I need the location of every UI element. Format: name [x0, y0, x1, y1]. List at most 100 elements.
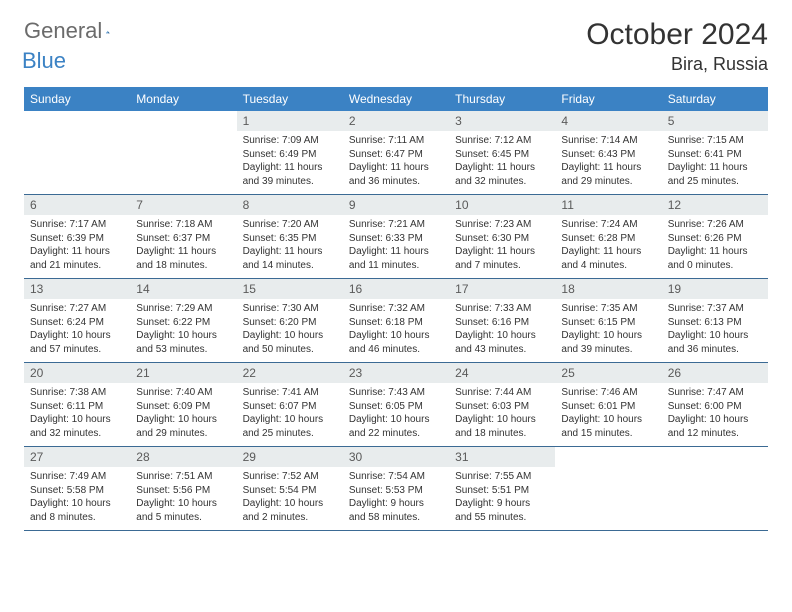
- cell-body: Sunrise: 7:18 AMSunset: 6:37 PMDaylight:…: [130, 215, 236, 272]
- cell-body: Sunrise: 7:43 AMSunset: 6:05 PMDaylight:…: [343, 383, 449, 440]
- daylight-text: Daylight: 11 hours: [136, 245, 230, 259]
- sunset-text: Sunset: 6:22 PM: [136, 316, 230, 330]
- calendar-week: 27Sunrise: 7:49 AMSunset: 5:58 PMDayligh…: [24, 447, 768, 531]
- daylight-text: Daylight: 10 hours: [243, 497, 337, 511]
- sunset-text: Sunset: 6:09 PM: [136, 400, 230, 414]
- sunset-text: Sunset: 6:45 PM: [455, 148, 549, 162]
- day-number: 4: [555, 111, 661, 131]
- day-header: Thursday: [449, 87, 555, 111]
- daylight-text: Daylight: 11 hours: [243, 161, 337, 175]
- sunrise-text: Sunrise: 7:26 AM: [668, 218, 762, 232]
- sunrise-text: Sunrise: 7:17 AM: [30, 218, 124, 232]
- calendar-cell: 27Sunrise: 7:49 AMSunset: 5:58 PMDayligh…: [24, 447, 130, 530]
- calendar-cell: 20Sunrise: 7:38 AMSunset: 6:11 PMDayligh…: [24, 363, 130, 446]
- calendar-week: 1Sunrise: 7:09 AMSunset: 6:49 PMDaylight…: [24, 111, 768, 195]
- sunrise-text: Sunrise: 7:46 AM: [561, 386, 655, 400]
- day-number: [130, 111, 236, 131]
- calendar-cell: [662, 447, 768, 530]
- daylight-text: and 18 minutes.: [136, 259, 230, 273]
- daylight-text: and 46 minutes.: [349, 343, 443, 357]
- calendar-cell: 11Sunrise: 7:24 AMSunset: 6:28 PMDayligh…: [555, 195, 661, 278]
- sunrise-text: Sunrise: 7:55 AM: [455, 470, 549, 484]
- day-number: 9: [343, 195, 449, 215]
- daylight-text: and 53 minutes.: [136, 343, 230, 357]
- sunrise-text: Sunrise: 7:14 AM: [561, 134, 655, 148]
- cell-body: Sunrise: 7:14 AMSunset: 6:43 PMDaylight:…: [555, 131, 661, 188]
- calendar-cell: 9Sunrise: 7:21 AMSunset: 6:33 PMDaylight…: [343, 195, 449, 278]
- calendar-cell: [555, 447, 661, 530]
- calendar-body: 1Sunrise: 7:09 AMSunset: 6:49 PMDaylight…: [24, 111, 768, 531]
- cell-body: Sunrise: 7:52 AMSunset: 5:54 PMDaylight:…: [237, 467, 343, 524]
- daylight-text: Daylight: 10 hours: [243, 413, 337, 427]
- daylight-text: Daylight: 11 hours: [243, 245, 337, 259]
- cell-body: Sunrise: 7:51 AMSunset: 5:56 PMDaylight:…: [130, 467, 236, 524]
- calendar-week: 20Sunrise: 7:38 AMSunset: 6:11 PMDayligh…: [24, 363, 768, 447]
- calendar-cell: 8Sunrise: 7:20 AMSunset: 6:35 PMDaylight…: [237, 195, 343, 278]
- cell-body: Sunrise: 7:32 AMSunset: 6:18 PMDaylight:…: [343, 299, 449, 356]
- daylight-text: and 14 minutes.: [243, 259, 337, 273]
- day-header: Monday: [130, 87, 236, 111]
- daylight-text: and 32 minutes.: [30, 427, 124, 441]
- calendar-cell: [24, 111, 130, 194]
- daylight-text: Daylight: 10 hours: [455, 413, 549, 427]
- calendar-cell: 21Sunrise: 7:40 AMSunset: 6:09 PMDayligh…: [130, 363, 236, 446]
- daylight-text: Daylight: 10 hours: [30, 329, 124, 343]
- daylight-text: Daylight: 10 hours: [136, 497, 230, 511]
- sunset-text: Sunset: 6:03 PM: [455, 400, 549, 414]
- day-number: 28: [130, 447, 236, 467]
- day-number: 18: [555, 279, 661, 299]
- sunrise-text: Sunrise: 7:23 AM: [455, 218, 549, 232]
- calendar-cell: 18Sunrise: 7:35 AMSunset: 6:15 PMDayligh…: [555, 279, 661, 362]
- daylight-text: Daylight: 10 hours: [136, 329, 230, 343]
- calendar-cell: 24Sunrise: 7:44 AMSunset: 6:03 PMDayligh…: [449, 363, 555, 446]
- logo: General: [24, 18, 130, 44]
- calendar-cell: 7Sunrise: 7:18 AMSunset: 6:37 PMDaylight…: [130, 195, 236, 278]
- daylight-text: Daylight: 11 hours: [668, 245, 762, 259]
- sunset-text: Sunset: 6:13 PM: [668, 316, 762, 330]
- day-number: 19: [662, 279, 768, 299]
- day-number: 20: [24, 363, 130, 383]
- month-title: October 2024: [586, 18, 768, 52]
- daylight-text: Daylight: 10 hours: [561, 329, 655, 343]
- logo-text-blue: Blue: [22, 48, 66, 73]
- sunset-text: Sunset: 6:39 PM: [30, 232, 124, 246]
- day-number: 26: [662, 363, 768, 383]
- calendar-cell: 16Sunrise: 7:32 AMSunset: 6:18 PMDayligh…: [343, 279, 449, 362]
- day-number: [24, 111, 130, 131]
- cell-body: Sunrise: 7:37 AMSunset: 6:13 PMDaylight:…: [662, 299, 768, 356]
- sunset-text: Sunset: 6:30 PM: [455, 232, 549, 246]
- sunrise-text: Sunrise: 7:33 AM: [455, 302, 549, 316]
- day-number: 5: [662, 111, 768, 131]
- sunset-text: Sunset: 6:11 PM: [30, 400, 124, 414]
- daylight-text: Daylight: 11 hours: [668, 161, 762, 175]
- daylight-text: Daylight: 10 hours: [349, 329, 443, 343]
- calendar-cell: [130, 111, 236, 194]
- sunset-text: Sunset: 5:54 PM: [243, 484, 337, 498]
- cell-body: Sunrise: 7:54 AMSunset: 5:53 PMDaylight:…: [343, 467, 449, 524]
- day-number: [555, 447, 661, 467]
- sunrise-text: Sunrise: 7:43 AM: [349, 386, 443, 400]
- cell-body: Sunrise: 7:41 AMSunset: 6:07 PMDaylight:…: [237, 383, 343, 440]
- sunrise-text: Sunrise: 7:51 AM: [136, 470, 230, 484]
- calendar-cell: 26Sunrise: 7:47 AMSunset: 6:00 PMDayligh…: [662, 363, 768, 446]
- day-number: 3: [449, 111, 555, 131]
- location: Bira, Russia: [586, 54, 768, 75]
- daylight-text: Daylight: 10 hours: [136, 413, 230, 427]
- sunrise-text: Sunrise: 7:52 AM: [243, 470, 337, 484]
- sunset-text: Sunset: 6:18 PM: [349, 316, 443, 330]
- day-number: 27: [24, 447, 130, 467]
- title-block: October 2024 Bira, Russia: [586, 18, 768, 75]
- cell-body: Sunrise: 7:49 AMSunset: 5:58 PMDaylight:…: [24, 467, 130, 524]
- logo-text-gray: General: [24, 18, 102, 44]
- sunrise-text: Sunrise: 7:20 AM: [243, 218, 337, 232]
- cell-body: Sunrise: 7:29 AMSunset: 6:22 PMDaylight:…: [130, 299, 236, 356]
- sunrise-text: Sunrise: 7:27 AM: [30, 302, 124, 316]
- daylight-text: and 15 minutes.: [561, 427, 655, 441]
- day-number: 23: [343, 363, 449, 383]
- cell-body: Sunrise: 7:46 AMSunset: 6:01 PMDaylight:…: [555, 383, 661, 440]
- calendar-cell: 2Sunrise: 7:11 AMSunset: 6:47 PMDaylight…: [343, 111, 449, 194]
- daylight-text: Daylight: 9 hours: [455, 497, 549, 511]
- header: General October 2024 Bira, Russia: [24, 18, 768, 75]
- day-number: 22: [237, 363, 343, 383]
- cell-body: Sunrise: 7:24 AMSunset: 6:28 PMDaylight:…: [555, 215, 661, 272]
